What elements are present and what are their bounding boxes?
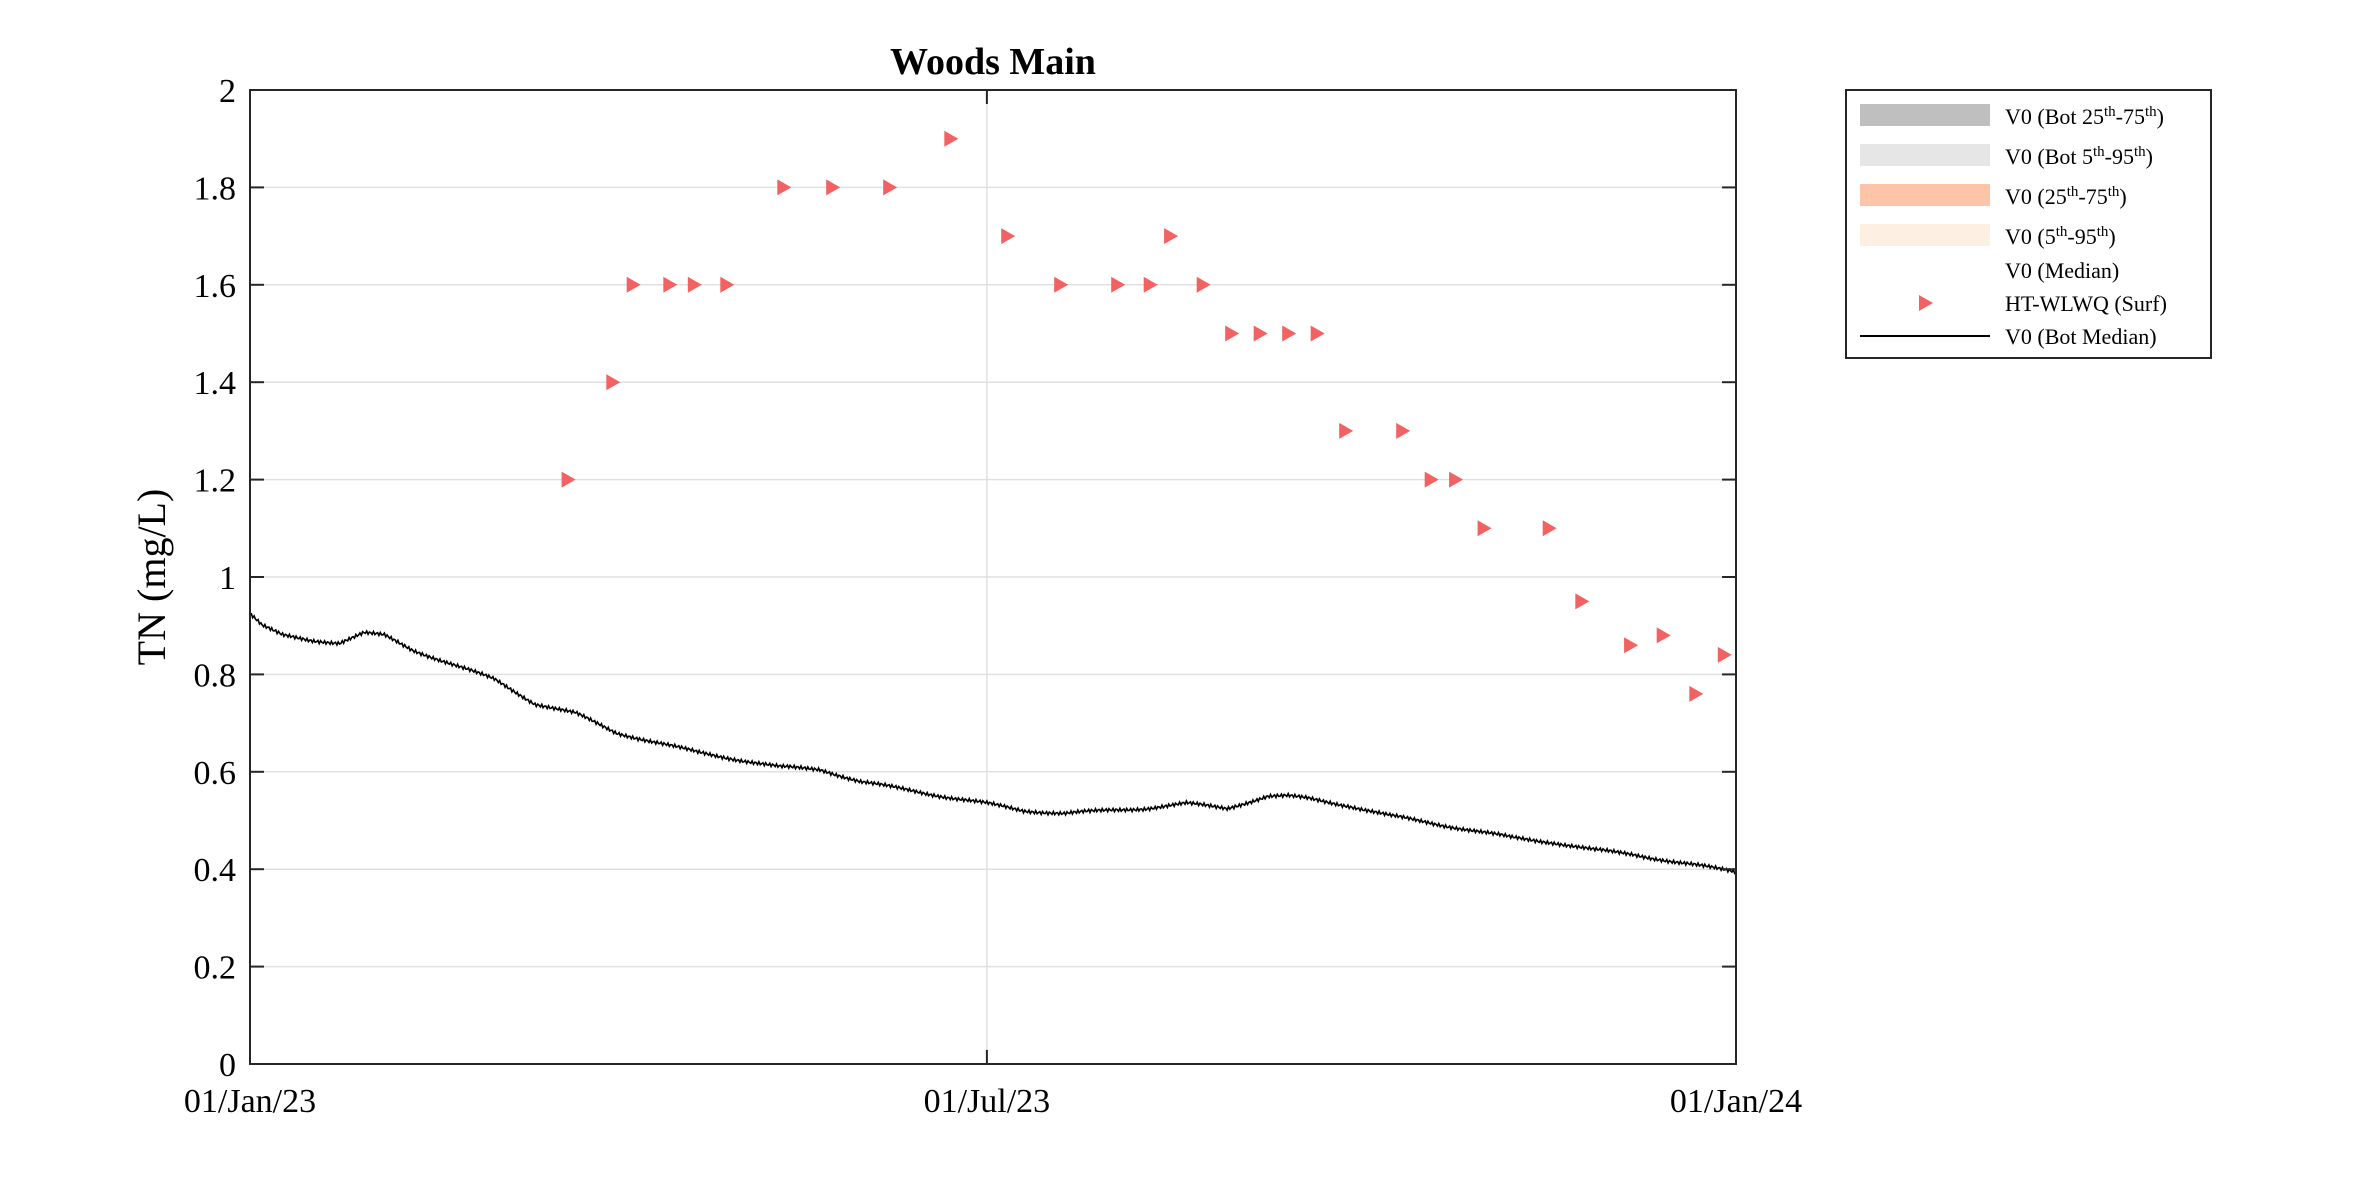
x-tick-label: 01/Jan/23 <box>184 1083 316 1120</box>
data-point-marker <box>1575 593 1590 610</box>
data-point-marker <box>1624 637 1639 654</box>
line-layer <box>249 612 1737 875</box>
legend-label: V0 (5th-95th) <box>2005 224 2116 249</box>
data-point-marker <box>1164 228 1179 245</box>
legend-label-part: ) <box>2119 184 2126 209</box>
legend-label-part: V0 (Bot 25 <box>2005 104 2104 129</box>
legend-swatch <box>1860 144 1990 166</box>
data-point-marker <box>687 276 702 293</box>
data-point-marker <box>1001 228 1016 245</box>
data-point-marker <box>883 179 898 196</box>
data-point-marker <box>826 179 841 196</box>
legend-label-superscript: th <box>2056 224 2068 240</box>
data-point-marker <box>1477 520 1492 537</box>
chart-title: Woods Main <box>890 41 1096 83</box>
legend-label-superscript: th <box>2097 224 2109 240</box>
data-point-marker <box>606 374 621 391</box>
legend-marker <box>1919 295 1933 311</box>
data-point-marker <box>561 471 576 488</box>
y-tick-label: 0.8 <box>194 657 237 694</box>
data-point-marker <box>626 276 641 293</box>
y-tick-label: 1.2 <box>194 463 237 500</box>
data-point-marker <box>1689 685 1704 702</box>
legend-swatch <box>1860 104 1990 126</box>
legend-label-superscript: th <box>2104 104 2116 120</box>
x-tick-label: 01/Jan/24 <box>1670 1083 1802 1120</box>
data-point-marker <box>1449 471 1464 488</box>
legend-label-part: -75 <box>2078 184 2107 209</box>
data-point-marker <box>1143 276 1158 293</box>
legend-label-superscript: th <box>2145 104 2157 120</box>
series-line-bot-median <box>249 612 1737 875</box>
data-point-marker <box>1542 520 1557 537</box>
legend-label-superscript: th <box>2067 184 2079 200</box>
legend-label-part: ) <box>2146 144 2153 169</box>
data-point-marker <box>720 276 735 293</box>
grid-layer <box>250 90 1736 1064</box>
legend-swatch <box>1860 224 1990 246</box>
data-point-marker <box>1656 627 1671 644</box>
legend-label-part: ) <box>2108 224 2115 249</box>
legend-label-part: ) <box>2157 104 2164 129</box>
data-point-marker <box>1339 422 1354 439</box>
y-tick-label: 0.6 <box>194 755 237 792</box>
data-point-marker <box>1253 325 1268 342</box>
data-point-marker <box>1225 325 1240 342</box>
y-tick-label: 0.2 <box>194 950 237 987</box>
tick-label-layer: 0 0.2 0.4 0.6 0.8 1 1.2 1.4 1.6 1.8 2 01/Jan/23 01/J… <box>184 73 1802 1120</box>
data-point-marker <box>663 276 678 293</box>
legend-label: V0 (Median) <box>2005 258 2119 283</box>
data-point-marker <box>1424 471 1439 488</box>
y-tick-label: 0 <box>219 1047 236 1084</box>
data-point-marker <box>1111 276 1126 293</box>
data-point-marker <box>1717 646 1732 663</box>
y-axis-label: TN (mg/L) <box>129 489 174 666</box>
marker-layer <box>561 130 1732 702</box>
y-tick-label: 1.4 <box>194 365 237 402</box>
y-tick-label: 2 <box>219 73 236 110</box>
legend-label: V0 (Bot 25th-75th) <box>2005 104 2164 129</box>
legend-label: V0 (Bot Median) <box>2005 324 2157 349</box>
data-point-marker <box>777 179 792 196</box>
legend: V0 (Bot 25th-75th)V0 (Bot 5th-95th)V0 (2… <box>1845 89 2212 359</box>
legend-label-part: -95 <box>2105 144 2134 169</box>
legend-label-part: V0 (5 <box>2005 224 2056 249</box>
legend-swatch <box>1860 184 1990 206</box>
legend-label: V0 (Bot 5th-95th) <box>2005 144 2153 169</box>
data-point-marker <box>1282 325 1297 342</box>
y-tick-label: 1.8 <box>194 170 237 207</box>
data-point-marker <box>1396 422 1411 439</box>
legend-label-part: V0 (Bot 5 <box>2005 144 2093 169</box>
legend-label: HT-WLWQ (Surf) <box>2005 291 2167 316</box>
legend-label: V0 (25th-75th) <box>2005 184 2127 209</box>
legend-label-part: V0 (25 <box>2005 184 2067 209</box>
y-tick-label: 1 <box>219 560 236 597</box>
legend-label-superscript: th <box>2093 144 2105 160</box>
tick-layer <box>249 89 1737 1065</box>
legend-label-superscript: th <box>2134 144 2146 160</box>
legend-label-part: -95 <box>2067 224 2096 249</box>
data-point-marker <box>1310 325 1325 342</box>
legend-label-part: -75 <box>2116 104 2145 129</box>
data-point-marker <box>944 130 959 147</box>
y-tick-label: 0.4 <box>194 852 237 889</box>
data-point-marker <box>1054 276 1069 293</box>
x-tick-label: 01/Jul/23 <box>924 1083 1051 1120</box>
legend-label-superscript: th <box>2108 184 2120 200</box>
data-point-marker <box>1196 276 1211 293</box>
y-tick-label: 1.6 <box>194 268 237 305</box>
